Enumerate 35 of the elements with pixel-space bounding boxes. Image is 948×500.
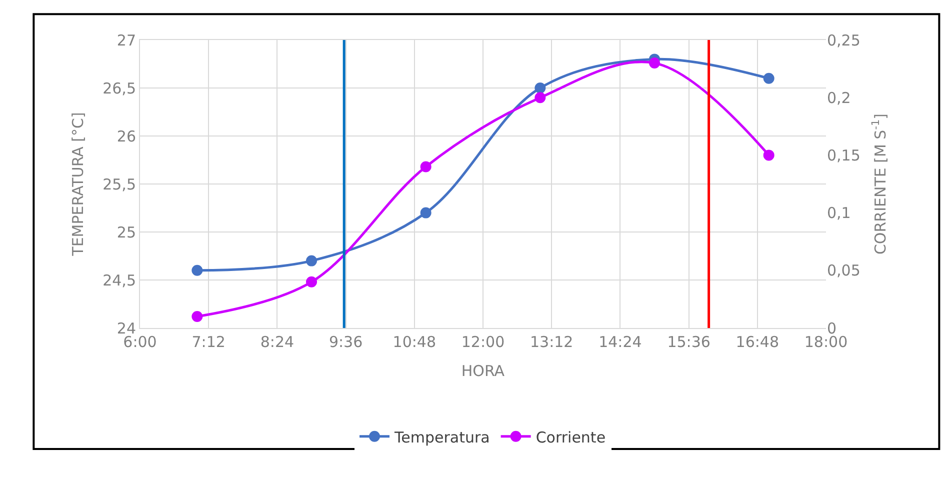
point <box>192 310 203 322</box>
x-tick-label: 15:36 <box>667 333 710 351</box>
y2-tick-label: 0,15 <box>827 146 860 164</box>
y-tick-label: 26 <box>116 127 136 146</box>
point <box>420 161 432 172</box>
point <box>306 255 317 266</box>
x-tick-label: 14:24 <box>598 333 642 351</box>
y2-tick-label: 0,2 <box>827 88 851 107</box>
point <box>420 207 432 218</box>
x-tick-label: 12:00 <box>461 333 505 351</box>
y2-tick-label: 0,25 <box>827 31 860 50</box>
x-tick-label: 13:12 <box>530 333 574 351</box>
y2-tick-label: 0,05 <box>827 262 860 280</box>
point <box>763 150 774 161</box>
y-tick-label: 27 <box>116 31 136 50</box>
legend-label: Temperatura <box>394 428 490 446</box>
point <box>192 264 203 276</box>
point <box>763 72 774 84</box>
x-tick-label: 8:24 <box>260 333 294 351</box>
point <box>534 82 546 94</box>
x-axis-title: HORA <box>461 362 506 380</box>
y2-tick-label: 0,1 <box>827 204 851 222</box>
legend-label: Corriente <box>536 428 606 446</box>
y-tick-label: 26,5 <box>102 79 136 98</box>
point <box>306 276 317 288</box>
x-tick-label: 16:48 <box>736 333 780 351</box>
x-tick-label: 10:48 <box>392 333 436 351</box>
x-tick-label: 9:36 <box>328 333 363 351</box>
point <box>649 58 660 69</box>
y-axis-title: TEMPERATURA [°C] <box>68 112 87 257</box>
y-tick-label: 24,5 <box>102 271 136 290</box>
point <box>534 92 546 104</box>
y-tick-label: 25,5 <box>102 175 136 194</box>
x-tick-label: 7:12 <box>192 333 226 351</box>
y-tick-label: 25 <box>116 223 136 242</box>
